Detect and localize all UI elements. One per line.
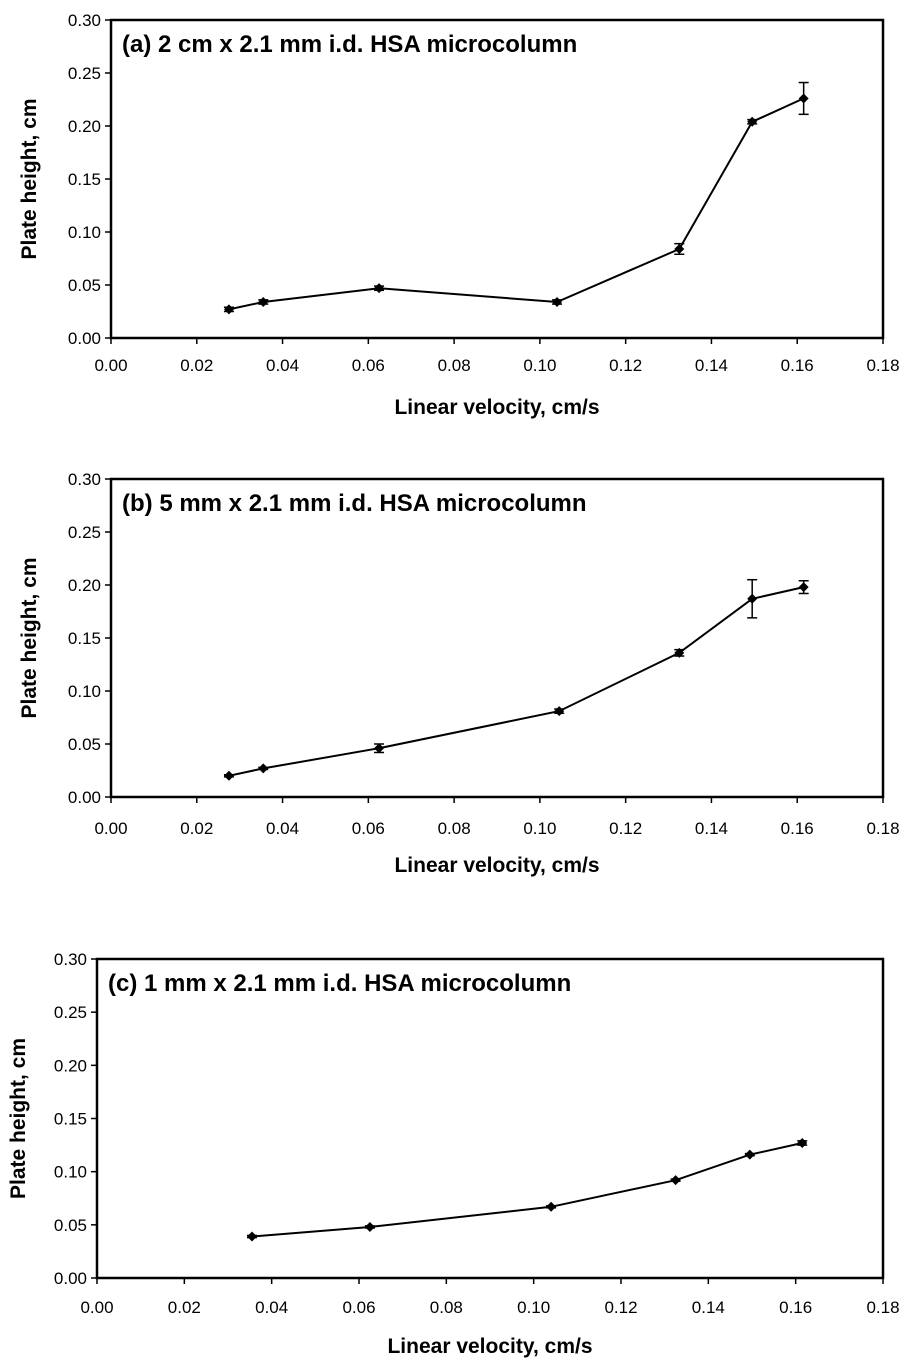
data-point [374,283,385,294]
data-point [744,1149,755,1160]
x-tick-label: 0.08 [438,819,471,838]
x-tick-label: 0.04 [266,819,299,838]
y-tick-label: 0.05 [68,276,101,295]
x-axis-title: Linear velocity, cm/s [387,1335,592,1358]
data-point [798,93,809,104]
y-tick-label: 0.25 [68,523,101,542]
y-tick-label: 0.10 [54,1163,87,1182]
panel-b: (b) 5 mm x 2.1 mm i.d. HSA microcolumn L… [18,470,900,877]
x-tick-label: 0.18 [866,1298,899,1317]
y-tick-label: 0.25 [68,64,101,83]
y-tick-label: 0.05 [54,1216,87,1235]
x-tick-label: 0.04 [266,356,299,375]
x-tick-label: 0.18 [866,356,899,375]
y-axis-title: Plate height, cm [18,98,41,259]
x-tick-label: 0.08 [438,356,471,375]
data-point [747,116,758,127]
y-tick-label: 0.20 [68,117,101,136]
x-tick-label: 0.18 [866,819,899,838]
data-point [798,582,809,593]
data-point [223,304,234,315]
plot-frame [95,957,885,1280]
data-point [552,296,563,307]
data-point [374,743,385,754]
x-tick-label: 0.10 [517,1298,550,1317]
y-axis-title: Plate height, cm [7,1038,30,1199]
panel-a: (a) 2 cm x 2.1 mm i.d. HSA microcolumn L… [18,11,900,419]
x-tick-label: 0.08 [430,1298,463,1317]
y-tick-label: 0.30 [54,950,87,969]
x-tick-label: 0.00 [94,356,127,375]
x-tick-label: 0.14 [692,1298,725,1317]
y-tick-label: 0.15 [68,170,101,189]
x-tick-label: 0.12 [609,819,642,838]
data-point [223,770,234,781]
x-tick-label: 0.14 [695,356,728,375]
series-line [228,97,805,311]
x-tick-label: 0.00 [80,1298,113,1317]
panel-title: (b) 5 mm x 2.1 mm i.d. HSA microcolumn [122,490,587,517]
x-tick-label: 0.02 [168,1298,201,1317]
x-axis-title: Linear velocity, cm/s [394,396,599,419]
y-axis-title: Plate height, cm [18,557,41,718]
x-tick-label: 0.06 [352,819,385,838]
panel-title: (c) 1 mm x 2.1 mm i.d. HSA microcolumn [108,970,571,997]
data-point [258,763,269,774]
x-tick-label: 0.16 [781,819,814,838]
data-point [747,593,758,604]
data-point [247,1231,258,1242]
data-point [554,706,565,717]
x-tick-label: 0.12 [609,356,642,375]
y-tick-label: 0.00 [68,329,101,348]
series-line [251,1142,803,1238]
x-tick-label: 0.02 [180,819,213,838]
x-tick-label: 0.04 [255,1298,288,1317]
x-tick-label: 0.12 [604,1298,637,1317]
y-tick-label: 0.30 [68,470,101,489]
x-tick-label: 0.06 [352,356,385,375]
y-tick-label: 0.00 [68,788,101,807]
data-point [546,1201,557,1212]
data-point [674,243,685,254]
y-tick-label: 0.00 [54,1269,87,1288]
data-point [674,647,685,658]
x-tick-label: 0.16 [779,1298,812,1317]
y-tick-label: 0.20 [68,576,101,595]
y-tick-label: 0.10 [68,223,101,242]
x-tick-label: 0.06 [342,1298,375,1317]
x-tick-label: 0.00 [94,819,127,838]
x-tick-label: 0.10 [523,356,556,375]
y-tick-label: 0.30 [68,11,101,30]
y-tick-label: 0.10 [68,682,101,701]
data-point [670,1175,681,1186]
y-tick-label: 0.25 [54,1003,87,1022]
data-point [797,1137,808,1148]
x-tick-label: 0.02 [180,356,213,375]
series-line [228,586,804,777]
data-point [364,1221,375,1232]
panel-c: (c) 1 mm x 2.1 mm i.d. HSA microcolumn L… [7,950,900,1358]
x-tick-label: 0.14 [695,819,728,838]
y-tick-label: 0.05 [68,735,101,754]
x-tick-label: 0.10 [523,819,556,838]
y-tick-label: 0.20 [54,1056,87,1075]
y-tick-label: 0.15 [54,1110,87,1129]
y-tick-label: 0.15 [68,629,101,648]
x-axis-title: Linear velocity, cm/s [394,854,599,877]
panel-title: (a) 2 cm x 2.1 mm i.d. HSA microcolumn [122,31,577,58]
plot-frame [109,18,885,340]
plot-frame [109,477,885,799]
data-point [258,296,269,307]
x-tick-label: 0.16 [781,356,814,375]
